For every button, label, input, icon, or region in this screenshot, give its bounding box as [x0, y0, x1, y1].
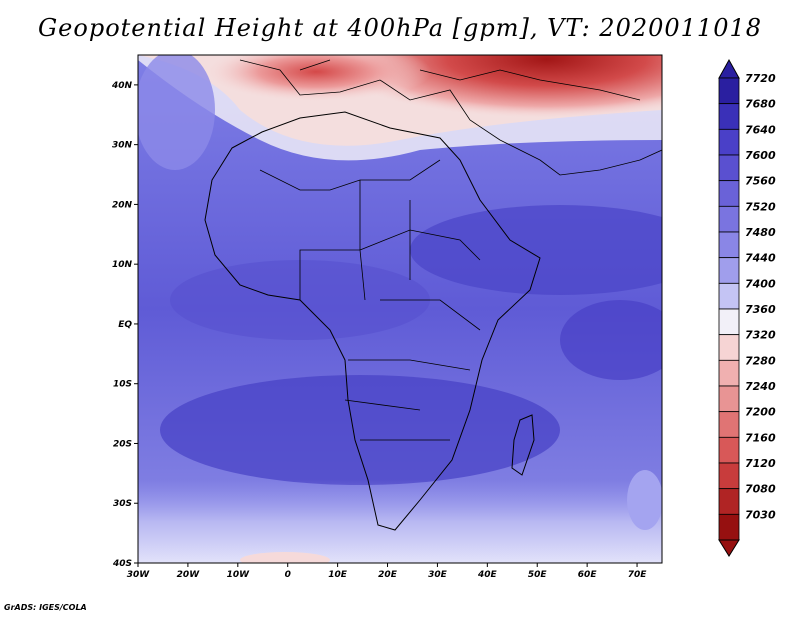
colorbar-label: 7640 [745, 123, 776, 136]
y-tick-label: 40S [112, 559, 132, 569]
colorbar-segment [718, 231, 740, 259]
colorbar-label: 7030 [745, 508, 776, 521]
x-tick-label: 10E [328, 570, 348, 580]
x-tick-label: 50E [528, 570, 548, 580]
x-tick-label: 10W [227, 570, 251, 580]
colorbar-label: 7320 [745, 329, 776, 342]
map-frame [137, 54, 663, 564]
colorbar-label: 7240 [745, 380, 776, 393]
colorbar-label: 7680 [745, 98, 776, 111]
colorbar-top-arrow [718, 58, 740, 79]
colorbar-segment [718, 154, 740, 182]
colorbar-label: 7560 [745, 175, 776, 188]
colorbar-segment [718, 462, 740, 490]
colorbar-segment [718, 334, 740, 361]
x-axis-ticks: 30W 20W 10W 0 10E 20E 30E 40E 50E 60E 70E [127, 563, 647, 580]
map-area [138, 55, 662, 563]
colorbar-label: 7080 [745, 483, 776, 496]
colorbar-label: 7160 [745, 431, 776, 444]
colorbar-segment [718, 282, 740, 310]
x-tick-label: 70E [628, 570, 648, 580]
colorbar-label: 7120 [745, 457, 776, 470]
africa-outline [204, 111, 541, 531]
colorbar-label: 7480 [745, 226, 776, 239]
colorbar-label: 7200 [745, 406, 776, 419]
colorbar-label: 7360 [745, 303, 776, 316]
colorbar-segment [718, 128, 740, 156]
y-tick-label: 10N [112, 260, 133, 270]
colorbar-segment [718, 513, 740, 541]
colorbar-segment [718, 359, 740, 387]
madagascar-outline [511, 414, 535, 476]
colorbar-segment [718, 205, 740, 233]
colorbar-segment [718, 77, 740, 105]
y-tick-label: 40N [111, 81, 133, 91]
colorbar-label: 7600 [745, 149, 776, 162]
colorbar-segment [718, 257, 740, 284]
x-tick-label: 30E [428, 570, 448, 580]
colorbar-segment [718, 488, 740, 515]
colorbar: 7720 7680 7640 7600 7560 7520 7480 7440 7400 7360… [718, 58, 776, 557]
colorbar-segment [718, 436, 740, 464]
y-tick-label: 20N [112, 200, 133, 210]
colorbar-segment [718, 308, 740, 336]
grads-credit: GrADS: IGES/COLA [4, 603, 87, 612]
colorbar-label: 7720 [745, 72, 776, 85]
x-tick-label: 20W [177, 570, 201, 580]
colorbar-label: 7400 [745, 277, 776, 290]
y-tick-label: 20S [113, 439, 132, 449]
y-axis-ticks: 40S 30S 20S 10S EQ 10N 20N 30N 40N [111, 81, 138, 569]
colorbar-segment [718, 411, 740, 438]
y-tick-label: 30S [113, 499, 132, 509]
x-tick-label: 60E [578, 570, 598, 580]
y-tick-label: 30N [112, 141, 133, 151]
colorbar-bottom-arrow [718, 539, 740, 557]
europe-mideast-outline [239, 59, 662, 176]
colorbar-label: 7280 [745, 354, 776, 367]
colorbar-label: 7520 [745, 200, 776, 213]
colorbar-label: 7440 [745, 252, 776, 265]
map-title: Geopotential Height at 400hPa [gpm], VT:… [38, 14, 762, 42]
colorbar-segment [718, 180, 740, 207]
colorbar-segment [718, 385, 740, 413]
y-tick-label: 10S [113, 380, 132, 390]
y-tick-label: EQ [118, 320, 132, 330]
x-tick-label: 30W [127, 570, 151, 580]
x-tick-label: 20E [378, 570, 398, 580]
x-tick-label: 0 [285, 570, 291, 580]
colorbar-segment [718, 103, 740, 130]
x-tick-label: 40E [477, 570, 498, 580]
